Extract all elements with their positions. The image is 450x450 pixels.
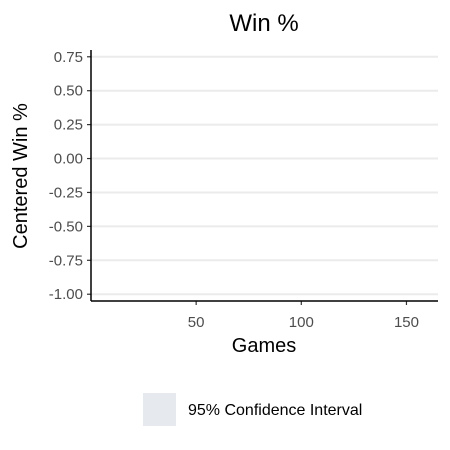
- x-axis-ticks: 50 100 150: [188, 301, 419, 331]
- y-tick-label: 0.75: [54, 49, 83, 66]
- legend-label-confidence-interval: 95% Confidence Interval: [188, 402, 362, 419]
- y-tick-label: 0.25: [54, 117, 83, 134]
- legend: 95% Confidence Interval: [143, 393, 362, 426]
- y-tick-label: -1.00: [49, 286, 83, 303]
- y-tick-label: 0.00: [54, 151, 83, 168]
- y-tick-label: -0.25: [49, 184, 83, 201]
- y-tick-label: 0.50: [54, 83, 83, 100]
- y-tick-label: -0.50: [49, 218, 83, 235]
- y-tick-label: -0.75: [49, 252, 83, 269]
- y-axis-ticks: 0.75 0.50 0.25 0.00 -0.25 -0.50 -0.75 -1.00: [49, 49, 91, 303]
- chart-title: Win %: [229, 10, 298, 37]
- x-tick-label: 100: [289, 314, 314, 331]
- gridlines: [91, 55, 438, 296]
- x-axis-title: Games: [232, 335, 296, 357]
- x-tick-label: 50: [188, 314, 205, 331]
- legend-swatch-confidence-interval: [143, 393, 176, 426]
- x-tick-label: 150: [394, 314, 419, 331]
- y-axis-title: Centered Win %: [10, 103, 32, 249]
